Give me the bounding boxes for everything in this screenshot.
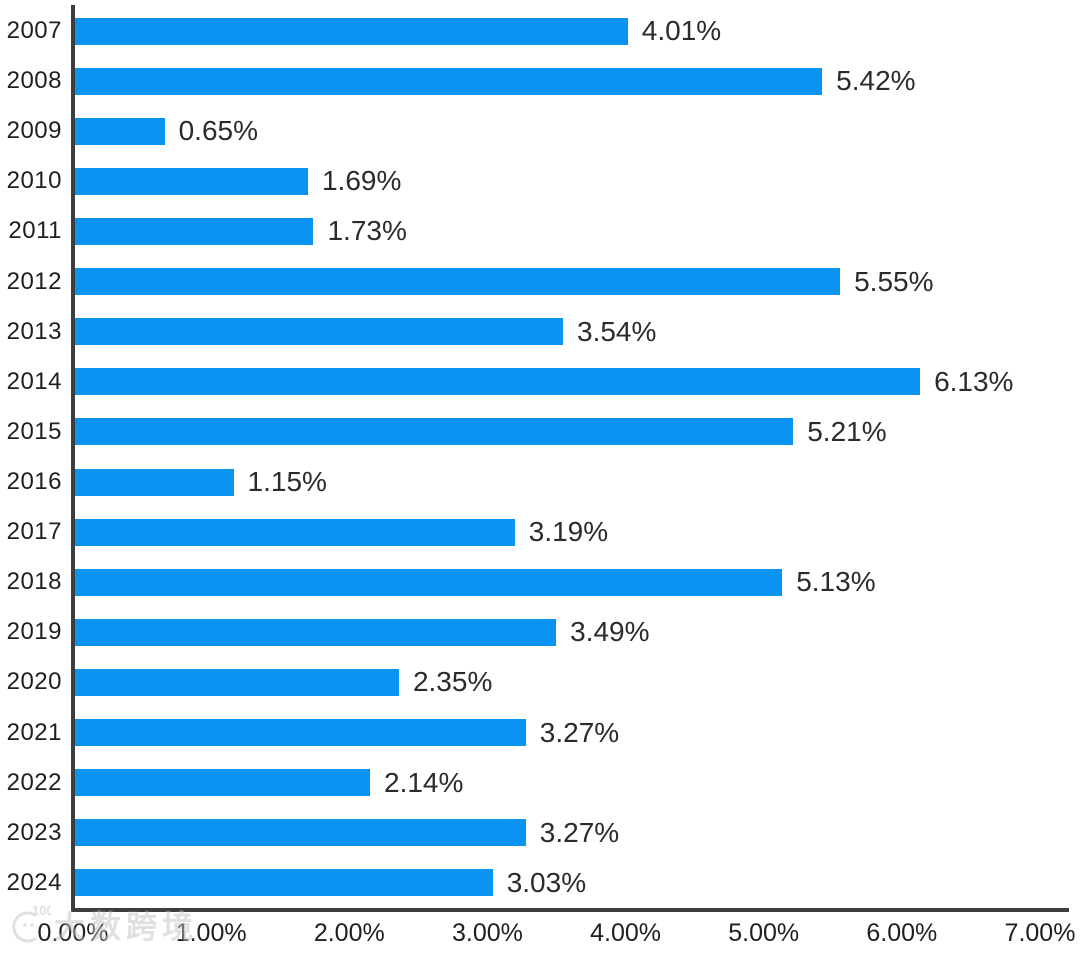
bar-row-2007: 4.01% (75, 6, 1040, 56)
category-label-2012: 2012 (6, 267, 62, 295)
y-axis-line (71, 5, 75, 912)
x-tick-4.00%: 4.00% (590, 919, 662, 947)
category-label-2013: 2013 (6, 317, 62, 345)
category-label-2010: 2010 (6, 167, 62, 195)
value-label-2013: 3.54% (577, 315, 657, 347)
value-label-2014: 6.13% (934, 365, 1014, 397)
category-label-2018: 2018 (6, 568, 62, 596)
bar-2024 (75, 869, 493, 897)
plot-area: 4.01% 5.42% 0.65% 1.69% 1.73% 5.55% 3.54% 6.13%… (75, 6, 1040, 908)
value-label-2020: 2.35% (412, 666, 493, 698)
value-label-2019: 3.49% (570, 616, 650, 648)
category-label-2009: 2009 (6, 117, 62, 145)
bar-2012 (75, 268, 841, 296)
bar-2013 (75, 318, 563, 346)
bar-2018 (75, 568, 783, 596)
category-label-2008: 2008 (6, 67, 62, 95)
category-label-2022: 2022 (6, 768, 62, 796)
bar-row-2021: 3.27% (75, 708, 1040, 758)
category-label-2020: 2020 (6, 668, 62, 696)
value-label-2011: 1.73% (327, 215, 407, 247)
bar-2022 (75, 769, 370, 797)
x-tick-7.00%: 7.00% (1004, 919, 1076, 947)
bar-2009 (75, 117, 165, 145)
value-label-2015: 5.21% (807, 415, 887, 447)
bar-row-2024: 3.03% (75, 858, 1040, 908)
category-label-2023: 2023 (6, 818, 62, 846)
value-label-2024: 3.03% (506, 866, 587, 898)
bar-2008 (75, 67, 823, 95)
x-tick-6.00%: 6.00% (866, 919, 938, 947)
value-label-2016: 1.15% (247, 466, 327, 498)
value-label-2012: 5.55% (854, 265, 934, 297)
category-label-2007: 2007 (6, 17, 62, 45)
bar-row-2012: 5.55% (75, 257, 1040, 307)
value-label-2009: 0.65% (178, 115, 258, 147)
bar-2019 (75, 618, 557, 646)
x-tick-5.00%: 5.00% (728, 919, 800, 947)
value-label-2023: 3.27% (539, 816, 620, 848)
value-label-2022: 2.14% (384, 766, 464, 798)
category-axis: 2007 2008 2009 2010 2011 2012 2013 2014 2015 2016… (0, 6, 62, 908)
bar-row-2013: 3.54% (75, 307, 1040, 357)
bar-2011 (75, 217, 314, 245)
bar-row-2009: 0.65% (75, 106, 1040, 156)
bar-row-2010: 1.69% (75, 156, 1040, 206)
category-label-2015: 2015 (6, 417, 62, 445)
value-label-2017: 3.19% (528, 516, 609, 548)
bar-row-2017: 3.19% (75, 507, 1040, 557)
category-label-2014: 2014 (6, 367, 62, 395)
bar-2021 (75, 719, 526, 747)
category-label-2017: 2017 (6, 518, 62, 546)
value-label-2007: 4.01% (641, 15, 722, 47)
x-axis-line (71, 908, 1069, 912)
bar-2023 (75, 819, 526, 847)
category-label-2024: 2024 (6, 868, 62, 896)
bar-row-2008: 5.42% (75, 56, 1040, 106)
category-label-2016: 2016 (6, 468, 62, 496)
bar-2020 (75, 668, 399, 696)
x-tick-2.00%: 2.00% (313, 919, 385, 947)
category-label-2021: 2021 (6, 718, 62, 746)
bar-row-2022: 2.14% (75, 758, 1040, 808)
x-tick-0.00%: 0.00% (37, 919, 109, 947)
bar-row-2011: 1.73% (75, 206, 1040, 256)
bar-2016 (75, 468, 234, 496)
category-label-2019: 2019 (6, 618, 62, 646)
bar-row-2019: 3.49% (75, 607, 1040, 657)
bar-2014 (75, 368, 921, 396)
value-label-2008: 5.42% (836, 65, 916, 97)
bar-2007 (75, 17, 628, 45)
bar-row-2016: 1.15% (75, 457, 1040, 507)
bar-2015 (75, 418, 794, 446)
value-label-2010: 1.69% (321, 165, 402, 197)
bar-row-2023: 3.27% (75, 808, 1040, 858)
bar-row-2018: 5.13% (75, 557, 1040, 607)
x-tick-1.00%: 1.00% (175, 919, 247, 947)
bar-2017 (75, 518, 515, 546)
value-label-2018: 5.13% (796, 566, 876, 598)
bar-row-2020: 2.35% (75, 657, 1040, 707)
value-axis: 0.00% 1.00% 2.00% 3.00% 4.00% 5.00% 6.00% 7.00% (38, 919, 1076, 953)
value-label-2021: 3.27% (539, 716, 620, 748)
bar-2010 (75, 167, 308, 195)
bar-row-2014: 6.13% (75, 357, 1040, 407)
category-label-2011: 2011 (8, 217, 62, 245)
bar-row-2015: 5.21% (75, 407, 1040, 457)
x-tick-3.00%: 3.00% (451, 919, 523, 947)
